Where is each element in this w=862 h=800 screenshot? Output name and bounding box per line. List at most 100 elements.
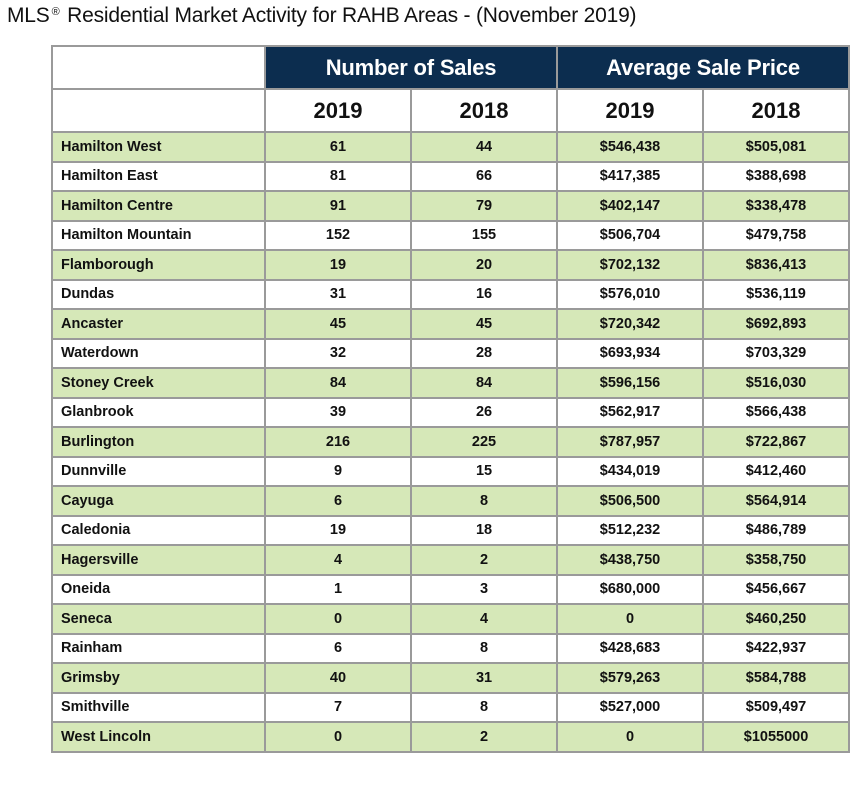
price-2018-cell: $358,750	[702, 544, 851, 576]
price-2019-cell: $596,156	[556, 367, 705, 399]
table-row: Grimsby 40 31 $579,263 $584,788	[51, 662, 851, 694]
area-cell: Flamborough	[51, 249, 266, 281]
sales-2018-cell: 2	[409, 721, 559, 753]
price-2018-cell: $479,758	[702, 219, 851, 251]
sales-2018-cell: 31	[409, 662, 559, 694]
sales-2019-cell: 61	[264, 131, 412, 163]
area-cell: Grimsby	[51, 662, 266, 694]
area-cell: Caledonia	[51, 514, 266, 546]
area-cell: Cayuga	[51, 485, 266, 517]
sales-2018-cell: 26	[409, 396, 559, 428]
price-2019-cell: $787,957	[556, 426, 705, 458]
sales-2018-cell: 8	[409, 632, 559, 664]
table-row: Waterdown 32 28 $693,934 $703,329	[51, 337, 851, 369]
table-row: Caledonia 19 18 $512,232 $486,789	[51, 514, 851, 546]
price-2019-cell: 0	[556, 603, 705, 635]
price-2019-cell: $438,750	[556, 544, 705, 576]
price-2019-cell: $417,385	[556, 160, 705, 192]
sales-2018-cell: 84	[409, 367, 559, 399]
group-header-row: Number of Sales Average Sale Price	[51, 45, 851, 90]
price-2018-cell: $509,497	[702, 691, 851, 723]
sales-2019-cell: 91	[264, 190, 412, 222]
sales-2019-cell: 4	[264, 544, 412, 576]
price-2018-cell: $460,250	[702, 603, 851, 635]
table-row: Cayuga 6 8 $506,500 $564,914	[51, 485, 851, 517]
sales-2018-cell: 4	[409, 603, 559, 635]
table-row: Oneida 1 3 $680,000 $456,667	[51, 573, 851, 605]
sales-2019-cell: 19	[264, 249, 412, 281]
area-cell: Glanbrook	[51, 396, 266, 428]
price-2019-cell: 0	[556, 721, 705, 753]
price-2018-cell: $564,914	[702, 485, 851, 517]
sales-2018-cell: 16	[409, 278, 559, 310]
average-sale-price-header: Average Sale Price	[556, 45, 851, 90]
sales-2019-cell: 31	[264, 278, 412, 310]
area-cell: Hamilton Mountain	[51, 219, 266, 251]
table-row: Dunnville 9 15 $434,019 $412,460	[51, 455, 851, 487]
sales-2018-cell: 8	[409, 691, 559, 723]
table-row: Stoney Creek 84 84 $596,156 $516,030	[51, 367, 851, 399]
area-cell: Stoney Creek	[51, 367, 266, 399]
sales-2018-cell: 8	[409, 485, 559, 517]
price-2019-cell: $428,683	[556, 632, 705, 664]
table-row: Ancaster 45 45 $720,342 $692,893	[51, 308, 851, 340]
price-2019-cell: $512,232	[556, 514, 705, 546]
sales-2018-cell: 3	[409, 573, 559, 605]
sales-2018-header: 2018	[409, 88, 559, 133]
price-2018-cell: $422,937	[702, 632, 851, 664]
table-row: Glanbrook 39 26 $562,917 $566,438	[51, 396, 851, 428]
sales-2018-cell: 45	[409, 308, 559, 340]
sales-2018-cell: 79	[409, 190, 559, 222]
table-row: Hamilton Centre 91 79 $402,147 $338,478	[51, 190, 851, 222]
price-2019-cell: $720,342	[556, 308, 705, 340]
price-2019-cell: $506,704	[556, 219, 705, 251]
area-cell: Oneida	[51, 573, 266, 605]
price-2018-cell: $722,867	[702, 426, 851, 458]
price-2018-header: 2018	[702, 88, 851, 133]
area-cell: West Lincoln	[51, 721, 266, 753]
sales-2019-cell: 39	[264, 396, 412, 428]
sales-2019-cell: 19	[264, 514, 412, 546]
blank-year-cell	[51, 88, 266, 133]
area-cell: Seneca	[51, 603, 266, 635]
area-cell: Ancaster	[51, 308, 266, 340]
price-2018-cell: $516,030	[702, 367, 851, 399]
price-2018-cell: $505,081	[702, 131, 851, 163]
price-2018-cell: $338,478	[702, 190, 851, 222]
price-2019-cell: $693,934	[556, 337, 705, 369]
price-2018-cell: $692,893	[702, 308, 851, 340]
blank-header-cell	[51, 45, 266, 90]
table-body: Hamilton West 61 44 $546,438 $505,081 Hamilto…	[51, 131, 851, 753]
area-cell: Waterdown	[51, 337, 266, 369]
price-2019-cell: $546,438	[556, 131, 705, 163]
price-2018-cell: $584,788	[702, 662, 851, 694]
table-row: Burlington 216 225 $787,957 $722,867	[51, 426, 851, 458]
price-2019-cell: $576,010	[556, 278, 705, 310]
table-row: Hamilton Mountain 152 155 $506,704 $479,758	[51, 219, 851, 251]
area-cell: Hamilton East	[51, 160, 266, 192]
table-row: Seneca 0 4 0 $460,250	[51, 603, 851, 635]
title-text: Residential Market Activity for RAHB Are…	[67, 4, 637, 27]
table-row: Dundas 31 16 $576,010 $536,119	[51, 278, 851, 310]
sales-2019-cell: 32	[264, 337, 412, 369]
area-cell: Dunnville	[51, 455, 266, 487]
sales-2018-cell: 2	[409, 544, 559, 576]
area-cell: Rainham	[51, 632, 266, 664]
price-2019-cell: $579,263	[556, 662, 705, 694]
sales-2018-cell: 66	[409, 160, 559, 192]
area-cell: Hagersville	[51, 544, 266, 576]
price-2019-cell: $434,019	[556, 455, 705, 487]
sales-2018-cell: 225	[409, 426, 559, 458]
sales-2018-cell: 18	[409, 514, 559, 546]
price-2018-cell: $836,413	[702, 249, 851, 281]
sales-2018-cell: 155	[409, 219, 559, 251]
table-row: Smithville 7 8 $527,000 $509,497	[51, 691, 851, 723]
price-2019-cell: $527,000	[556, 691, 705, 723]
price-2018-cell: $486,789	[702, 514, 851, 546]
area-cell: Dundas	[51, 278, 266, 310]
sales-2019-cell: 6	[264, 632, 412, 664]
sales-2018-cell: 28	[409, 337, 559, 369]
table-row: West Lincoln 0 2 0 $1055000	[51, 721, 851, 753]
sales-2018-cell: 15	[409, 455, 559, 487]
page-title: MLS ® Residential Market Activity for RAH…	[7, 4, 637, 28]
